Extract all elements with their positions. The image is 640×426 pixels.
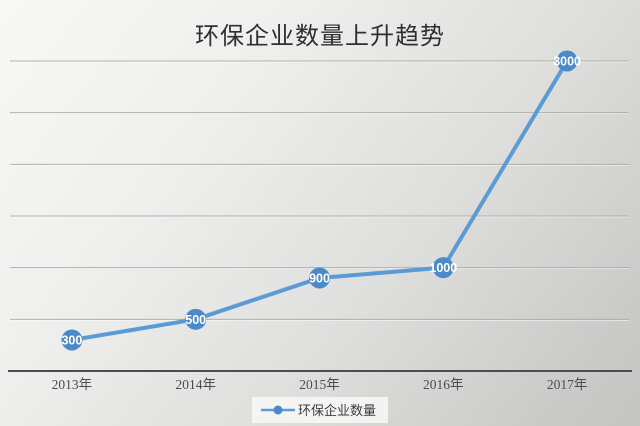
x-axis-label: 2013年 bbox=[52, 377, 93, 392]
x-axis-label: 2017年 bbox=[547, 377, 588, 392]
data-point-marker bbox=[61, 329, 83, 351]
legend-line-marker-icon bbox=[260, 405, 295, 414]
data-point-marker bbox=[309, 267, 330, 289]
x-axis-label: 2014年 bbox=[175, 377, 216, 392]
data-point-label: 900 bbox=[309, 272, 330, 286]
data-point-label: 1000 bbox=[429, 261, 457, 275]
data-point-label: 300 bbox=[61, 334, 82, 348]
data-point-marker bbox=[432, 257, 454, 279]
x-axis-label: 2015年 bbox=[299, 377, 340, 392]
x-axis-label: 2016年 bbox=[423, 377, 464, 392]
data-point-label: 500 bbox=[185, 313, 206, 327]
data-point-label: 3000 bbox=[553, 55, 581, 69]
data-point-marker bbox=[185, 308, 207, 330]
legend-series-label: 环保企业数量 bbox=[297, 403, 377, 418]
legend: 环保企业数量 bbox=[251, 397, 389, 423]
series-line bbox=[69, 59, 570, 342]
chart-title: 环保企业数量上升趋势 bbox=[195, 24, 445, 50]
data-point-marker bbox=[556, 50, 578, 72]
